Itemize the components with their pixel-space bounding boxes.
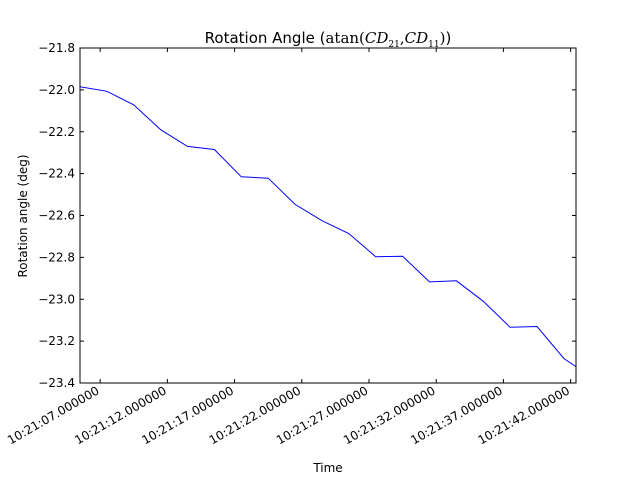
y-tick-label: −23.2: [38, 334, 75, 348]
y-tick-label: −22.4: [38, 167, 75, 181]
x-axis-label: Time: [312, 461, 342, 475]
y-axis-label: Rotation angle (deg): [16, 154, 30, 277]
axes-frame: [79, 47, 577, 384]
y-tick-label: −23.0: [38, 292, 75, 306]
series-line-0: [80, 86, 576, 368]
chart-title: Rotation Angle (atan(CD21,CD11)): [205, 29, 452, 50]
y-tick-label: −22.8: [38, 250, 75, 264]
y-tick-label: −23.4: [38, 376, 75, 390]
y-tick-label: −22.2: [38, 125, 75, 139]
y-tick-label: −22.6: [38, 209, 75, 223]
y-axis-ticks: −21.8 −22.0 −22.2 −22.4 −22.6 −22.8 −23.0 −23.2…: [38, 41, 576, 390]
y-tick-label: −22.0: [38, 83, 75, 97]
plot-area: [80, 86, 576, 368]
y-tick-label: −21.8: [38, 41, 75, 55]
